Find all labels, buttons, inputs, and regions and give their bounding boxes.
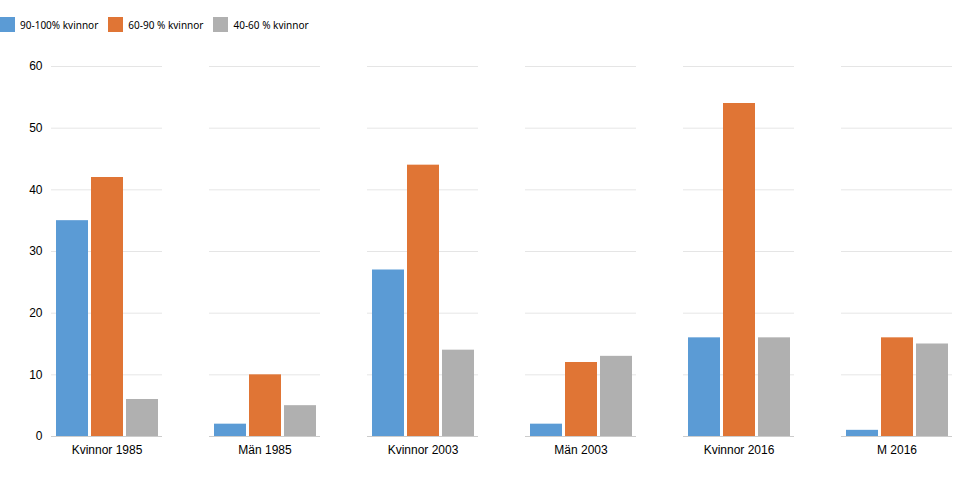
svg-text:M 2016: M 2016 [877,443,917,457]
svg-text:10: 10 [29,368,43,382]
html-text:90-100% kvinnor: 90-100% kvinnor [20,17,99,32]
svg-text:50: 50 [29,121,43,135]
svg-text:0: 0 [36,429,43,443]
svg-text:Kvinnor 2003: Kvinnor 2003 [388,443,459,457]
html-text:40-60 % kvinnor: 40-60 % kvinnor [233,17,309,32]
svg-text:30: 30 [29,244,43,258]
svg-text:60: 60 [29,59,43,73]
svg-text:40: 40 [29,183,43,197]
svg-text:20: 20 [29,306,43,320]
svg-text:Kvinnor 1985: Kvinnor 1985 [72,443,143,457]
svg-text:Män 2003: Män 2003 [554,443,608,457]
svg-text:Män 1985: Män 1985 [238,443,292,457]
svg-text:Kvinnor 2016: Kvinnor 2016 [704,443,775,457]
html-text:60-90 % kvinnor: 60-90 % kvinnor [128,17,204,32]
